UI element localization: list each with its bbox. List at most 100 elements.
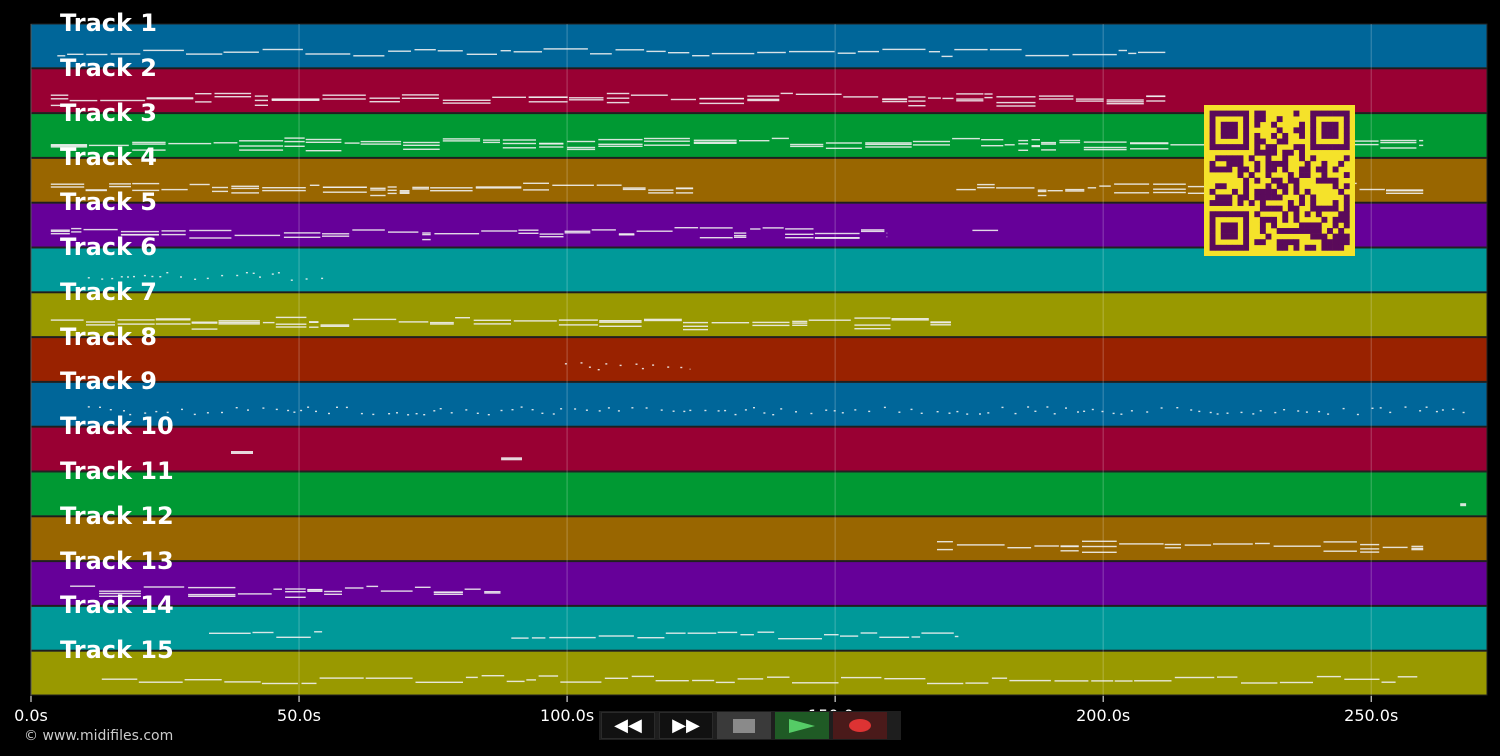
note: [401, 97, 439, 99]
note: [129, 413, 132, 416]
qr-module: [1209, 233, 1216, 240]
note: [284, 140, 305, 143]
qr-module: [1315, 177, 1322, 184]
note: [539, 236, 564, 238]
note: [254, 99, 268, 102]
qr-module: [1332, 244, 1339, 251]
qr-module: [1299, 194, 1305, 201]
qr-module: [1226, 155, 1233, 162]
qr-module: [1338, 110, 1345, 117]
note: [475, 186, 522, 188]
qr-module: [1327, 239, 1333, 246]
qr-module: [1271, 222, 1278, 229]
qr-module: [1243, 222, 1250, 229]
note: [262, 321, 275, 324]
note: [833, 410, 836, 412]
note: [569, 97, 604, 99]
note: [132, 141, 166, 144]
note: [1380, 139, 1417, 142]
qr-module: [1259, 138, 1266, 145]
qr-module: [1220, 244, 1227, 251]
note: [564, 232, 591, 234]
note: [689, 368, 691, 370]
note: [370, 194, 386, 197]
note: [1114, 192, 1150, 194]
note: [206, 412, 209, 414]
stop-button[interactable]: [717, 712, 771, 739]
note: [541, 412, 544, 414]
qr-module: [1315, 205, 1322, 212]
note: [224, 681, 261, 683]
note: [808, 319, 851, 321]
note: [785, 233, 814, 235]
qr-module: [1343, 183, 1350, 190]
note: [912, 144, 950, 146]
note: [287, 409, 290, 412]
note: [465, 409, 468, 411]
qr-module: [1282, 244, 1289, 251]
note: [1037, 190, 1047, 193]
qr-module: [1315, 144, 1322, 151]
note: [1065, 190, 1085, 192]
qr-module: [1209, 244, 1216, 251]
qr-module: [1215, 200, 1222, 206]
note: [1134, 680, 1172, 682]
note: [879, 636, 910, 638]
qr-module: [1304, 228, 1311, 234]
note: [50, 233, 70, 235]
note: [437, 50, 463, 52]
qr-module: [1299, 172, 1305, 179]
note: [1027, 406, 1030, 408]
note: [86, 53, 108, 56]
note: [168, 142, 212, 145]
qr-module: [1332, 205, 1339, 212]
note: [57, 55, 66, 57]
note: [247, 409, 249, 411]
note: [977, 183, 995, 186]
record-button[interactable]: [833, 712, 887, 739]
qr-module: [1304, 172, 1311, 179]
note: [370, 189, 386, 191]
qr-module: [1338, 228, 1345, 234]
note: [1075, 98, 1104, 100]
note: [644, 140, 690, 142]
note: [109, 409, 112, 411]
note: [345, 406, 348, 409]
note: [305, 53, 351, 55]
qr-module: [1226, 110, 1233, 117]
note: [861, 229, 885, 231]
fast-forward-button[interactable]: ▶▶: [659, 712, 713, 739]
note: [283, 232, 321, 234]
qr-module: [1237, 160, 1244, 167]
qr-module: [1304, 166, 1311, 173]
note: [236, 274, 239, 277]
note: [1382, 546, 1408, 549]
qr-module: [1226, 200, 1233, 206]
qr-module: [1343, 144, 1350, 151]
note: [750, 228, 761, 230]
note: [50, 146, 88, 148]
qr-module: [1276, 160, 1283, 167]
rewind-button[interactable]: ◀◀: [601, 712, 655, 739]
note: [120, 230, 159, 233]
qr-module: [1231, 127, 1238, 134]
note: [1112, 412, 1115, 415]
qr-module: [1299, 149, 1305, 156]
play-button[interactable]: [775, 712, 829, 739]
note: [618, 233, 635, 235]
note: [1091, 408, 1094, 411]
note: [387, 192, 397, 195]
qr-module: [1259, 116, 1266, 123]
qr-module: [1282, 216, 1289, 223]
note: [865, 142, 912, 144]
note: [1114, 680, 1133, 682]
note: [617, 410, 620, 412]
note: [683, 321, 708, 324]
note: [843, 96, 879, 98]
note: [195, 101, 212, 103]
note: [314, 631, 323, 633]
note: [598, 635, 634, 637]
note: [882, 100, 908, 103]
track-lane: [30, 292, 1488, 338]
qr-module: [1293, 183, 1300, 190]
